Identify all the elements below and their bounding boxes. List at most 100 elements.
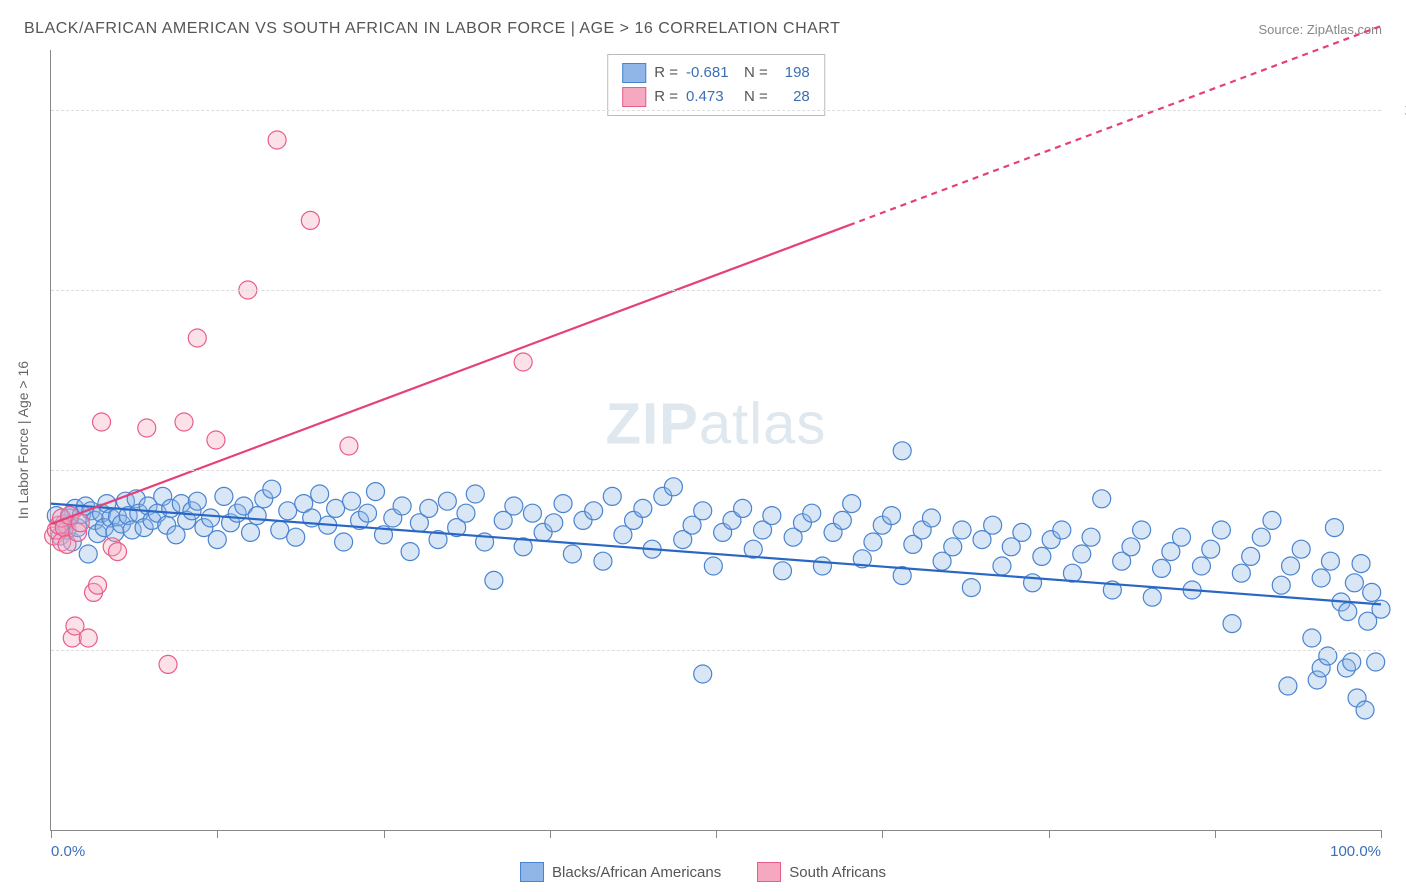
data-point-blacks: [813, 557, 831, 575]
data-point-blacks: [1272, 576, 1290, 594]
x-tick: [1215, 830, 1216, 838]
data-point-south_africans: [340, 437, 358, 455]
data-point-blacks: [1202, 540, 1220, 558]
data-point-blacks: [1173, 528, 1191, 546]
data-point-blacks: [202, 509, 220, 527]
data-point-blacks: [1122, 538, 1140, 556]
data-point-blacks: [1242, 547, 1260, 565]
data-point-blacks: [1312, 569, 1330, 587]
stats-swatch: [622, 63, 646, 83]
x-tick-label: 100.0%: [1330, 843, 1381, 860]
data-point-south_africans: [175, 413, 193, 431]
data-point-blacks: [545, 514, 563, 532]
data-point-south_africans: [514, 353, 532, 371]
stats-swatch: [622, 87, 646, 107]
data-point-blacks: [962, 579, 980, 597]
x-tick: [384, 830, 385, 838]
legend-item-south_africans: South Africans: [757, 862, 886, 882]
data-point-blacks: [279, 502, 297, 520]
data-point-blacks: [984, 516, 1002, 534]
legend-label: Blacks/African Americans: [552, 864, 721, 881]
data-point-blacks: [79, 545, 97, 563]
x-tick: [716, 830, 717, 838]
data-point-blacks: [1363, 583, 1381, 601]
data-point-blacks: [634, 499, 652, 517]
data-point-blacks: [563, 545, 581, 563]
data-point-blacks: [505, 497, 523, 515]
data-point-blacks: [1292, 540, 1310, 558]
data-point-south_africans: [268, 131, 286, 149]
stats-n-label: N =: [744, 85, 768, 109]
data-point-blacks: [993, 557, 1011, 575]
data-point-blacks: [1345, 574, 1363, 592]
data-point-south_africans: [89, 576, 107, 594]
data-point-blacks: [1343, 653, 1361, 671]
stats-row-blacks: R =-0.681N =198: [622, 61, 810, 85]
data-point-blacks: [343, 492, 361, 510]
data-point-blacks: [1192, 557, 1210, 575]
x-tick-label: 0.0%: [51, 843, 85, 860]
data-point-blacks: [803, 504, 821, 522]
stats-n-label: N =: [744, 61, 768, 85]
data-point-blacks: [1223, 615, 1241, 633]
data-point-blacks: [704, 557, 722, 575]
data-point-blacks: [215, 487, 233, 505]
data-point-blacks: [1367, 653, 1385, 671]
data-point-blacks: [367, 483, 385, 501]
source-attribution: Source: ZipAtlas.com: [1258, 22, 1382, 37]
stats-r-value: -0.681: [686, 61, 736, 85]
data-point-south_africans: [159, 655, 177, 673]
data-point-blacks: [311, 485, 329, 503]
data-point-blacks: [953, 521, 971, 539]
data-point-blacks: [603, 487, 621, 505]
grid-line: [51, 470, 1381, 471]
data-point-blacks: [585, 502, 603, 520]
data-point-blacks: [188, 492, 206, 510]
data-point-south_africans: [138, 419, 156, 437]
data-point-blacks: [438, 492, 456, 510]
trend-line-south_africans: [51, 225, 849, 524]
data-point-blacks: [893, 442, 911, 460]
data-point-blacks: [1321, 552, 1339, 570]
x-tick: [217, 830, 218, 838]
data-point-blacks: [1082, 528, 1100, 546]
data-point-blacks: [420, 499, 438, 517]
data-point-blacks: [1356, 701, 1374, 719]
data-point-south_africans: [301, 211, 319, 229]
data-point-blacks: [287, 528, 305, 546]
plot-area: In Labor Force | Age > 16 ZIPatlas R =-0…: [50, 50, 1381, 831]
data-point-blacks: [1073, 545, 1091, 563]
data-point-blacks: [523, 504, 541, 522]
data-point-blacks: [393, 497, 411, 515]
x-tick: [1381, 830, 1382, 838]
stats-n-value: 28: [776, 85, 810, 109]
stats-r-label: R =: [654, 61, 678, 85]
data-point-blacks: [664, 478, 682, 496]
data-point-blacks: [1352, 555, 1370, 573]
x-tick: [882, 830, 883, 838]
data-point-blacks: [1053, 521, 1071, 539]
stats-r-value: 0.473: [686, 85, 736, 109]
data-point-blacks: [694, 502, 712, 520]
data-point-blacks: [864, 533, 882, 551]
data-point-blacks: [242, 523, 260, 541]
correlation-stats-box: R =-0.681N =198R =0.473N =28: [607, 54, 825, 116]
data-point-blacks: [263, 480, 281, 498]
x-tick: [550, 830, 551, 838]
data-point-blacks: [1279, 677, 1297, 695]
grid-line: [51, 650, 1381, 651]
data-point-blacks: [359, 504, 377, 522]
data-point-south_africans: [93, 413, 111, 431]
data-point-blacks: [1282, 557, 1300, 575]
stats-r-label: R =: [654, 85, 678, 109]
data-point-blacks: [922, 509, 940, 527]
data-point-blacks: [271, 521, 289, 539]
data-point-blacks: [763, 507, 781, 525]
bottom-legend: Blacks/African Americans South Africans: [520, 862, 886, 882]
data-point-blacks: [1325, 519, 1343, 537]
data-point-blacks: [883, 507, 901, 525]
x-tick: [51, 830, 52, 838]
x-tick: [1049, 830, 1050, 838]
data-point-blacks: [466, 485, 484, 503]
legend-item-blacks: Blacks/African Americans: [520, 862, 721, 882]
